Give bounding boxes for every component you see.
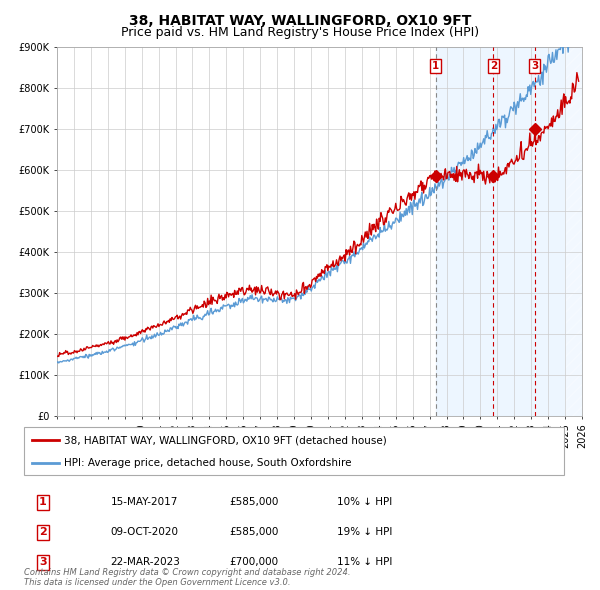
Text: HPI: Average price, detached house, South Oxfordshire: HPI: Average price, detached house, Sout… [65, 458, 352, 468]
Text: 2: 2 [490, 61, 497, 71]
Text: £585,000: £585,000 [229, 497, 278, 507]
Text: £585,000: £585,000 [229, 527, 278, 537]
Text: 38, HABITAT WAY, WALLINGFORD, OX10 9FT (detached house): 38, HABITAT WAY, WALLINGFORD, OX10 9FT (… [65, 435, 387, 445]
Text: Price paid vs. HM Land Registry's House Price Index (HPI): Price paid vs. HM Land Registry's House … [121, 26, 479, 39]
Text: 1: 1 [39, 497, 47, 507]
FancyBboxPatch shape [24, 427, 564, 475]
Text: 3: 3 [531, 61, 539, 71]
Text: 22-MAR-2023: 22-MAR-2023 [110, 558, 180, 568]
Text: Contains HM Land Registry data © Crown copyright and database right 2024.
This d: Contains HM Land Registry data © Crown c… [24, 568, 350, 587]
Text: 38, HABITAT WAY, WALLINGFORD, OX10 9FT: 38, HABITAT WAY, WALLINGFORD, OX10 9FT [129, 14, 471, 28]
Text: 1: 1 [432, 61, 439, 71]
Bar [436, 47, 582, 416]
Text: 11% ↓ HPI: 11% ↓ HPI [337, 558, 392, 568]
Text: 09-OCT-2020: 09-OCT-2020 [110, 527, 178, 537]
Text: £700,000: £700,000 [229, 558, 278, 568]
Text: 10% ↓ HPI: 10% ↓ HPI [337, 497, 392, 507]
Text: 19% ↓ HPI: 19% ↓ HPI [337, 527, 392, 537]
Bar [565, 47, 582, 416]
Text: 2: 2 [39, 527, 47, 537]
Text: 15-MAY-2017: 15-MAY-2017 [110, 497, 178, 507]
Text: 3: 3 [39, 558, 47, 568]
